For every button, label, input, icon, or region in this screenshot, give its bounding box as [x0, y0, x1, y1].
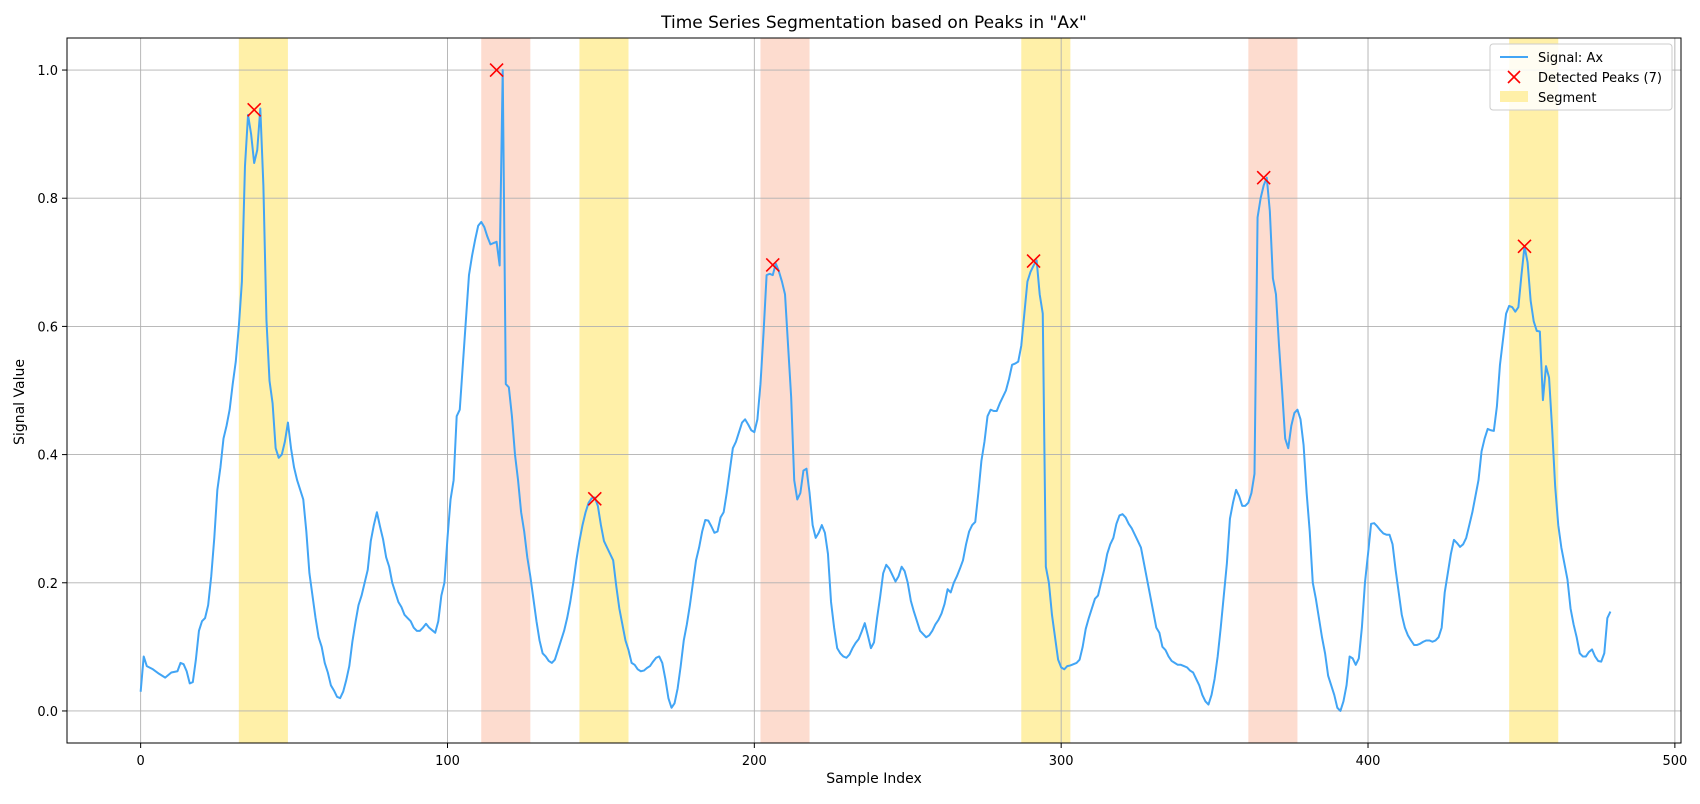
legend-x-stroke [1507, 70, 1521, 84]
y-tick-label: 0.2 [37, 577, 58, 592]
x-tick-label: 300 [1049, 754, 1074, 769]
peak-marker-4 [765, 257, 780, 272]
y-tick-label: 0.8 [37, 192, 58, 207]
legend-label: Detected Peaks (7) [1538, 71, 1662, 86]
x-tick-label: 100 [435, 754, 460, 769]
peak-x-stroke [1026, 253, 1041, 269]
x-tick-label: 500 [1662, 754, 1687, 769]
x-axis-label: Sample Index [826, 771, 921, 787]
x-tick-label: 400 [1356, 754, 1381, 769]
plot-area: 0 100 200 300 400 500 0.0 0.2 0.4 0.6 0.8 1.0 [37, 37, 1687, 769]
segment-band-7 [1509, 38, 1559, 743]
y-tick-label: 1.0 [37, 64, 58, 79]
peak-marker-1 [247, 102, 262, 117]
peak-x-stroke [1517, 239, 1532, 254]
peak-marker-5 [1026, 253, 1041, 269]
segment-band-4 [760, 38, 810, 743]
legend-label: Segment [1538, 91, 1597, 106]
legend-peak-swatch [1507, 70, 1521, 84]
segment-band-1 [238, 38, 288, 743]
peak-x-stroke [1256, 170, 1271, 185]
peak-marker-3 [587, 491, 602, 506]
chart-title: Time Series Segmentation based on Peaks … [660, 13, 1087, 33]
legend-segment-swatch [1500, 91, 1528, 102]
peak-x-stroke [765, 257, 780, 272]
segment-band-3 [579, 38, 629, 743]
y-axis-label: Signal Value [12, 359, 28, 445]
peak-marker-2 [489, 62, 504, 78]
peak-marker-6 [1256, 170, 1271, 185]
peak-x-stroke [247, 102, 262, 117]
segment-band-5 [1021, 38, 1071, 743]
signal-line-ax [139, 69, 1612, 712]
axes-frame [66, 37, 1682, 744]
y-tick-label: 0.4 [37, 449, 58, 464]
legend: Signal: Ax Detected Peaks (7) Segment [1489, 43, 1673, 111]
peak-x-stroke [587, 491, 602, 506]
segment-band-6 [1248, 38, 1298, 743]
peak-x-stroke [489, 62, 504, 78]
peak-marker-7 [1517, 239, 1532, 254]
y-tick-label: 0.6 [37, 320, 58, 335]
segment-band-2 [481, 38, 531, 743]
y-tick-label: 0.0 [37, 705, 58, 720]
x-tick-label: 200 [742, 754, 767, 769]
legend-label: Signal: Ax [1538, 51, 1603, 66]
x-tick-label: 0 [137, 754, 145, 769]
legend-box [1489, 43, 1673, 111]
